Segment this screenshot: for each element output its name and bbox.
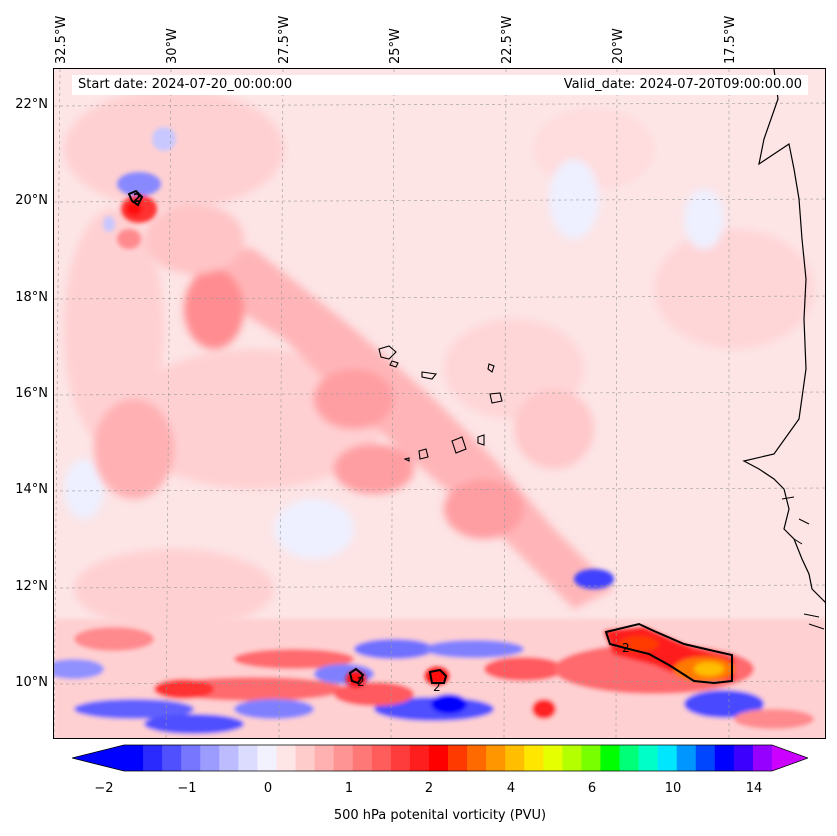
colorbar-min-arrow xyxy=(72,745,124,771)
colorbar-segment xyxy=(600,745,621,771)
map-panel: 2 2 2 2 xyxy=(53,68,826,739)
contour-label-s2: 2 xyxy=(433,680,441,694)
lat-label-20n: 20°N xyxy=(15,193,48,208)
colorbar-segment xyxy=(619,745,640,771)
colorbar-segment xyxy=(219,745,239,771)
colorbar-segment xyxy=(733,745,754,771)
lon-label-22-5w: 22.5°W xyxy=(500,15,515,64)
colorbar-segment xyxy=(124,745,144,771)
lon-label-32-5w: 32.5°W xyxy=(54,15,69,64)
colorbar-segment xyxy=(638,745,659,771)
colorbar-segment xyxy=(524,745,544,771)
pv-field-map xyxy=(54,69,825,738)
lon-label-30w: 30°W xyxy=(165,28,180,64)
cape-verde-islands xyxy=(378,345,503,462)
cb-tick-0: −2 xyxy=(94,781,114,796)
colorbar-segment xyxy=(390,745,411,771)
cb-tick-2: 0 xyxy=(263,781,273,796)
lat-label-14n: 14°N xyxy=(15,482,48,497)
colorbar-segment xyxy=(409,745,430,771)
start-date-label: Start date: 2024-07-20_00:00:00 xyxy=(72,75,332,95)
colorbar-segment xyxy=(143,745,163,771)
lon-label-27-5w: 27.5°W xyxy=(277,15,292,64)
colorbar-segment xyxy=(238,745,258,771)
cb-tick-7: 10 xyxy=(664,781,682,796)
colorbar-segments xyxy=(124,745,773,771)
colorbar-segment xyxy=(428,745,449,771)
colorbar-segment xyxy=(200,745,220,771)
cb-tick-3: 1 xyxy=(344,781,354,796)
colorbar-segment xyxy=(467,745,487,771)
colorbar-segment xyxy=(581,745,601,771)
colorbar-segment xyxy=(505,745,525,771)
colorbar-segment xyxy=(486,745,506,771)
colorbar-label: 500 hPa potenital vorticity (PVU) xyxy=(333,808,547,823)
contour-label-se: 2 xyxy=(622,641,630,655)
colorbar-segment xyxy=(181,745,201,771)
colorbar-segment xyxy=(752,745,773,771)
lat-label-22n: 22°N xyxy=(15,97,48,112)
contour-label-s1: 2 xyxy=(357,675,365,689)
cb-tick-6: 6 xyxy=(587,781,597,796)
lon-label-17-5w: 17.5°W xyxy=(723,15,738,64)
lon-label-20w: 20°W xyxy=(611,28,626,64)
colorbar-segment xyxy=(295,745,316,771)
colorbar-segment xyxy=(276,745,297,771)
coastline-islands xyxy=(781,496,825,630)
colorbar-segment xyxy=(562,745,582,771)
pv-2-contours xyxy=(127,189,733,685)
colorbar-segment xyxy=(257,745,277,771)
valid-date-label: Valid_date: 2024-07-20T09:00:00.00 xyxy=(332,75,808,95)
lat-label-18n: 18°N xyxy=(15,290,48,305)
lon-label-25w: 25°W xyxy=(388,28,403,64)
colorbar-segment xyxy=(695,745,716,771)
cb-tick-8: 14 xyxy=(745,781,763,796)
cb-tick-4: 2 xyxy=(424,781,434,796)
colorbar-segment xyxy=(448,745,468,771)
coastline xyxy=(742,69,825,603)
cb-tick-5: 4 xyxy=(506,781,516,796)
colorbar-outline xyxy=(72,744,808,772)
colorbar-segment xyxy=(314,745,335,771)
lat-label-16n: 16°N xyxy=(15,386,48,401)
cb-tick-1: −1 xyxy=(177,781,197,796)
colorbar-segment xyxy=(657,745,678,771)
colorbar-segment xyxy=(543,745,563,771)
pv-nw-feature xyxy=(103,127,176,249)
lat-label-12n: 12°N xyxy=(15,579,48,594)
colorbar-segment xyxy=(162,745,182,771)
colorbar-segment xyxy=(676,745,697,771)
contour-label-nw: 2 xyxy=(133,191,142,205)
colorbar-segment xyxy=(371,745,392,771)
colorbar-segment xyxy=(333,745,354,771)
colorbar xyxy=(72,744,808,772)
colorbar-segment xyxy=(714,745,735,771)
lat-label-10n: 10°N xyxy=(15,675,48,690)
pv-se-streak xyxy=(604,627,734,681)
colorbar-max-arrow xyxy=(772,745,808,771)
colorbar-segment xyxy=(352,745,373,771)
pv-diagonal-band xyxy=(94,204,614,609)
